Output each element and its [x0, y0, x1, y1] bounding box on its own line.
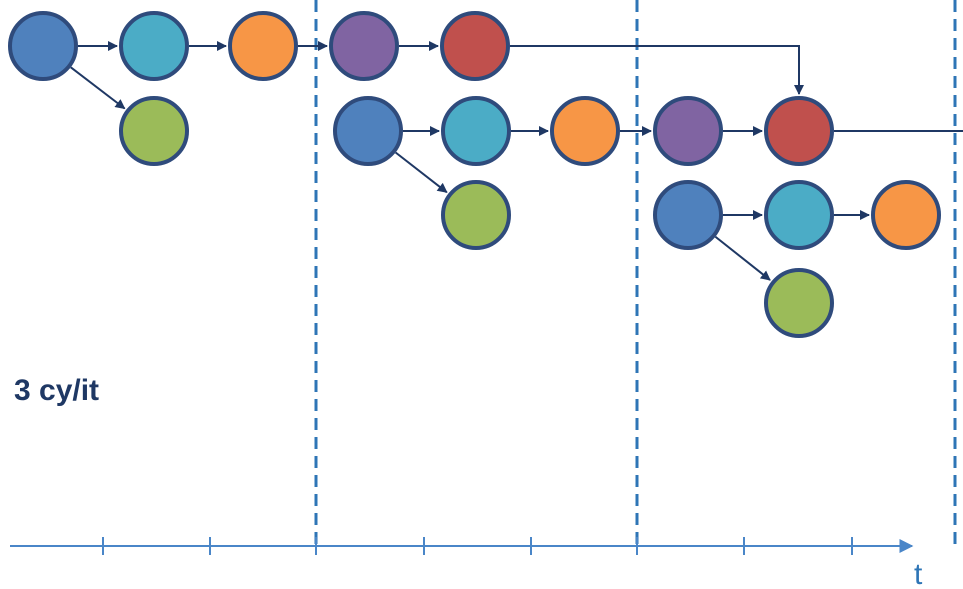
iteration-2-node-blue — [333, 96, 403, 166]
iteration-1-node-teal — [119, 11, 189, 81]
iteration-2-node-red — [764, 96, 834, 166]
iteration-2-node-orange — [550, 96, 620, 166]
iteration-2-node-purple — [653, 96, 723, 166]
iteration-1-node-red — [440, 11, 510, 81]
iteration-3-node-orange — [871, 180, 941, 250]
iteration-2-edge-branch — [395, 151, 448, 194]
iteration-1-node-orange — [228, 11, 298, 81]
iteration-2-node-green — [441, 180, 511, 250]
iteration-2-node-teal — [441, 96, 511, 166]
operation-nodes — [8, 11, 941, 338]
axis-label-t: t — [914, 558, 923, 589]
iteration-1-node-purple — [329, 11, 399, 81]
iteration-3-node-green — [764, 268, 834, 338]
iteration-3-node-blue — [653, 180, 723, 250]
loop-carried-edge-1 — [510, 45, 804, 95]
iteration-1-edge-branch — [70, 66, 126, 110]
time-axis — [10, 537, 914, 555]
cycle-boundaries — [314, 0, 957, 545]
iteration-1-node-blue — [8, 11, 78, 81]
iteration-1-node-green — [119, 96, 189, 166]
iteration-3-edge-branch — [714, 235, 771, 281]
iteration-3-node-teal — [764, 180, 834, 250]
dependency-edges — [70, 41, 963, 281]
rate-label: 3 cy/it — [14, 374, 99, 407]
